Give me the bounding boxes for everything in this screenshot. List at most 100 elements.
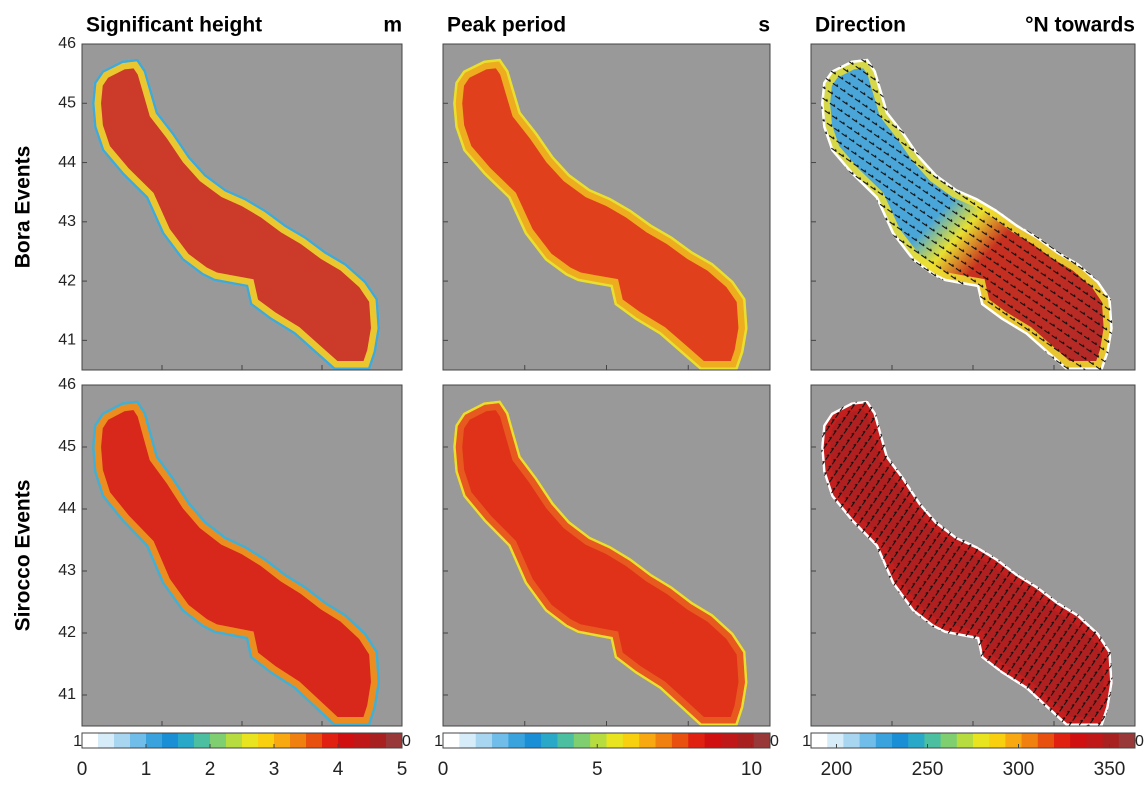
row-label: Bora Events — [12, 146, 35, 269]
colorbar-segment — [957, 733, 974, 748]
colorbar-segment — [370, 733, 387, 748]
colorbar-segment — [162, 733, 179, 748]
colorbar: 0 1 2 3 4 5 — [77, 733, 408, 780]
colorbar-segment — [1054, 733, 1071, 748]
column-title: Direction — [815, 14, 906, 37]
y-tick-label: 44 — [58, 500, 76, 517]
colorbar-segment — [1086, 733, 1103, 748]
colorbar-segment — [1070, 733, 1087, 748]
colorbar-segment — [258, 733, 275, 748]
colorbar-segment — [541, 733, 558, 748]
colorbar-tick-label: 250 — [912, 759, 944, 780]
colorbar-segment — [811, 733, 828, 748]
colorbar-segment — [843, 733, 860, 748]
colorbar-segment — [754, 733, 771, 748]
colorbar-segment — [721, 733, 738, 748]
colorbar: 0 5 10 — [438, 733, 771, 780]
map-panel — [811, 44, 1135, 370]
colorbar-segment — [386, 733, 403, 748]
colorbar-segment — [672, 733, 689, 748]
colorbar-segment — [210, 733, 227, 748]
colorbar-segment — [705, 733, 722, 748]
colorbar-segment — [98, 733, 115, 748]
y-tick-label: 42 — [58, 624, 76, 641]
colorbar-tick-label: 0 — [438, 759, 449, 780]
colorbar-segment — [338, 733, 355, 748]
colorbar-segment — [82, 733, 99, 748]
colorbar-segment — [1103, 733, 1120, 748]
colorbar-segment — [623, 733, 640, 748]
colorbar-segment — [194, 733, 211, 748]
y-tick-label: 41 — [58, 686, 76, 703]
colorbar-segment — [274, 733, 291, 748]
map-panel — [443, 44, 770, 370]
colorbar-segment — [508, 733, 525, 748]
colorbar-segment — [892, 733, 909, 748]
colorbar-tick-label: 5 — [397, 759, 408, 780]
colorbar-segment — [574, 733, 591, 748]
colorbar-segment — [114, 733, 131, 748]
y-tick-label: 43 — [58, 562, 76, 579]
y-tick-label: 46 — [58, 35, 76, 52]
colorbar-segment — [306, 733, 323, 748]
colorbar-tick-label: 300 — [1003, 759, 1035, 780]
colorbar-tick-label: 350 — [1094, 759, 1126, 780]
colorbar-segment — [242, 733, 259, 748]
colorbar-tick-label: 2 — [205, 759, 216, 780]
colorbar-segment — [1119, 733, 1136, 748]
y-tick-label: 45 — [58, 94, 76, 111]
colorbar-segment — [688, 733, 705, 748]
colorbar-segment — [639, 733, 656, 748]
colorbar-segment — [973, 733, 990, 748]
colorbar-tick-label: 10 — [741, 759, 762, 780]
colorbar-segment — [1005, 733, 1022, 748]
colorbar-segment — [146, 733, 163, 748]
colorbar-tick-label: 1 — [141, 759, 152, 780]
map-panel: 1214161820 — [802, 385, 1144, 750]
colorbar-segment — [656, 733, 673, 748]
map-panel: 1214161820 — [434, 385, 779, 750]
colorbar-segment — [130, 733, 147, 748]
column-unit: m — [383, 14, 402, 37]
colorbar-segment — [590, 733, 607, 748]
map-panel: 4142434445461214161820 — [58, 376, 411, 750]
colorbar-segment — [941, 733, 958, 748]
colorbar-segment — [1022, 733, 1039, 748]
colorbar-tick-label: 200 — [821, 759, 853, 780]
figure: Significant heightm414243444546414243444… — [0, 0, 1147, 805]
colorbar-tick-label: 3 — [269, 759, 280, 780]
y-tick-label: 45 — [58, 438, 76, 455]
colorbar-segment — [827, 733, 844, 748]
colorbar-segment — [1038, 733, 1055, 748]
column-unit: s — [758, 14, 770, 37]
colorbar-segment — [557, 733, 574, 748]
y-tick-label: 46 — [58, 376, 76, 393]
colorbar-segment — [290, 733, 307, 748]
colorbar-segment — [226, 733, 243, 748]
row-label: Sirocco Events — [12, 480, 35, 632]
colorbar-segment — [354, 733, 371, 748]
column-unit: °N towards — [1025, 14, 1135, 37]
colorbar-segment — [924, 733, 941, 748]
colorbar-segment — [476, 733, 493, 748]
colorbar-segment — [322, 733, 339, 748]
colorbar-segment — [525, 733, 542, 748]
colorbar-segment — [908, 733, 925, 748]
colorbar: 200 250 300 350 — [811, 733, 1136, 780]
colorbar-segment — [876, 733, 893, 748]
colorbar-segment — [989, 733, 1006, 748]
colorbar-segment — [607, 733, 624, 748]
colorbar-segment — [860, 733, 877, 748]
colorbar-segment — [492, 733, 509, 748]
y-tick-label: 44 — [58, 154, 76, 171]
y-tick-label: 42 — [58, 272, 76, 289]
y-tick-label: 43 — [58, 213, 76, 230]
colorbar-tick-label: 5 — [592, 759, 603, 780]
colorbar-segment — [178, 733, 195, 748]
colorbar-segment — [459, 733, 476, 748]
colorbar-tick-label: 0 — [77, 759, 88, 780]
colorbar-tick-label: 4 — [333, 759, 344, 780]
colorbar-segment — [443, 733, 460, 748]
